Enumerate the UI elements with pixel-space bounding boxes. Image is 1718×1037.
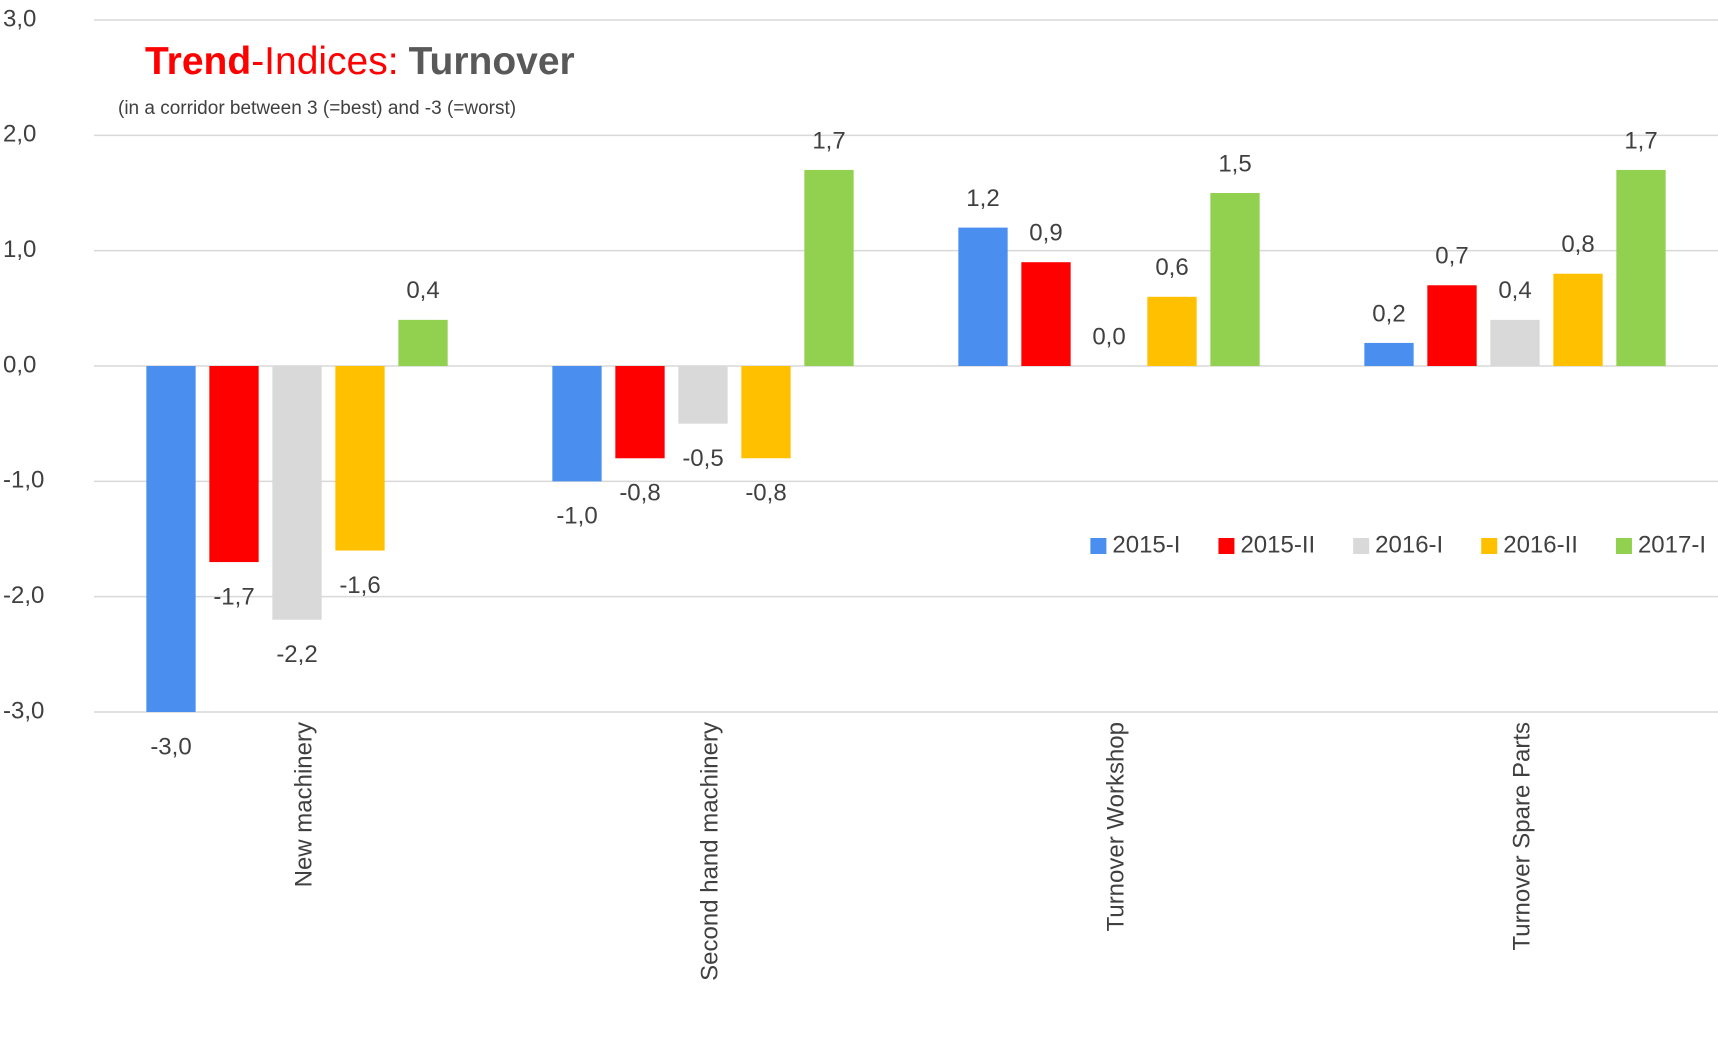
legend-swatch bbox=[1481, 538, 1498, 554]
value-label: -0,8 bbox=[745, 480, 786, 507]
legend-label: 2015-II bbox=[1240, 531, 1315, 558]
bar bbox=[552, 366, 602, 482]
y-tick-label: 0,0 bbox=[3, 351, 36, 378]
value-label: -0,8 bbox=[619, 480, 660, 507]
bar bbox=[1427, 285, 1477, 366]
value-label: 0,9 bbox=[1029, 220, 1062, 247]
legend-label: 2015-I bbox=[1112, 531, 1180, 558]
bar bbox=[1616, 169, 1666, 366]
bar bbox=[1490, 319, 1540, 366]
value-label: 1,7 bbox=[812, 127, 845, 154]
value-label: 0,4 bbox=[406, 277, 439, 304]
bar bbox=[1210, 193, 1260, 366]
value-label: 1,2 bbox=[966, 185, 999, 212]
value-label: -1,6 bbox=[339, 572, 380, 599]
legend-swatch bbox=[1615, 538, 1632, 554]
value-label: 1,7 bbox=[1624, 127, 1657, 154]
bar bbox=[398, 319, 448, 366]
value-label: 0,2 bbox=[1372, 300, 1405, 327]
y-tick-label: -1,0 bbox=[3, 467, 44, 494]
chart-subtitle: (in a corridor between 3 (=best) and -3 … bbox=[118, 98, 516, 119]
title-part: -Indices: bbox=[251, 40, 398, 83]
bar bbox=[1364, 342, 1414, 366]
value-label: -3,0 bbox=[150, 733, 191, 760]
legend-swatch bbox=[1090, 538, 1107, 554]
bar bbox=[678, 366, 728, 424]
x-tick-label: Second hand machinery bbox=[696, 722, 723, 981]
bar bbox=[335, 366, 385, 551]
x-tick-label: New machinery bbox=[290, 722, 317, 887]
bar bbox=[146, 366, 196, 712]
legend-swatch bbox=[1353, 538, 1370, 554]
value-label: -1,0 bbox=[556, 503, 597, 530]
bar bbox=[209, 366, 259, 563]
value-label: 1,5 bbox=[1218, 150, 1251, 177]
x-tick-label: Turnover Workshop bbox=[1102, 722, 1129, 931]
title-part: Trend bbox=[145, 40, 251, 83]
y-tick-label: 1,0 bbox=[3, 236, 36, 263]
bar bbox=[1147, 296, 1197, 366]
y-tick-label: -2,0 bbox=[3, 582, 44, 609]
bar bbox=[1021, 262, 1071, 366]
value-label: 0,4 bbox=[1498, 277, 1531, 304]
y-tick-label: -3,0 bbox=[3, 697, 44, 724]
value-label: -1,7 bbox=[213, 583, 254, 610]
value-label: 0,7 bbox=[1435, 243, 1468, 270]
x-tick-label: Turnover Spare Parts bbox=[1508, 722, 1535, 951]
legend-label: 2017-I bbox=[1638, 531, 1706, 558]
bar bbox=[958, 227, 1008, 366]
value-label: 0,6 bbox=[1155, 254, 1188, 281]
value-label: 0,8 bbox=[1561, 231, 1594, 258]
value-label: 0,0 bbox=[1092, 323, 1125, 350]
value-label: -0,5 bbox=[682, 445, 723, 472]
chart-title: Trend-Indices: Turnover bbox=[145, 40, 575, 83]
legend-label: 2016-II bbox=[1503, 531, 1578, 558]
value-label: -2,2 bbox=[276, 641, 317, 668]
bar bbox=[1553, 273, 1603, 366]
bar bbox=[804, 169, 854, 366]
bar bbox=[272, 366, 322, 620]
bar bbox=[741, 366, 791, 459]
title-part: Turnover bbox=[409, 40, 575, 83]
legend: 2015-I 2015-II 2016-I 2016-II 2017-I bbox=[1090, 531, 1706, 558]
y-tick-label: 2,0 bbox=[3, 121, 36, 148]
bar bbox=[615, 366, 665, 459]
y-tick-label: 3,0 bbox=[3, 5, 36, 32]
legend-swatch bbox=[1218, 538, 1235, 554]
legend-label: 2016-I bbox=[1375, 531, 1443, 558]
